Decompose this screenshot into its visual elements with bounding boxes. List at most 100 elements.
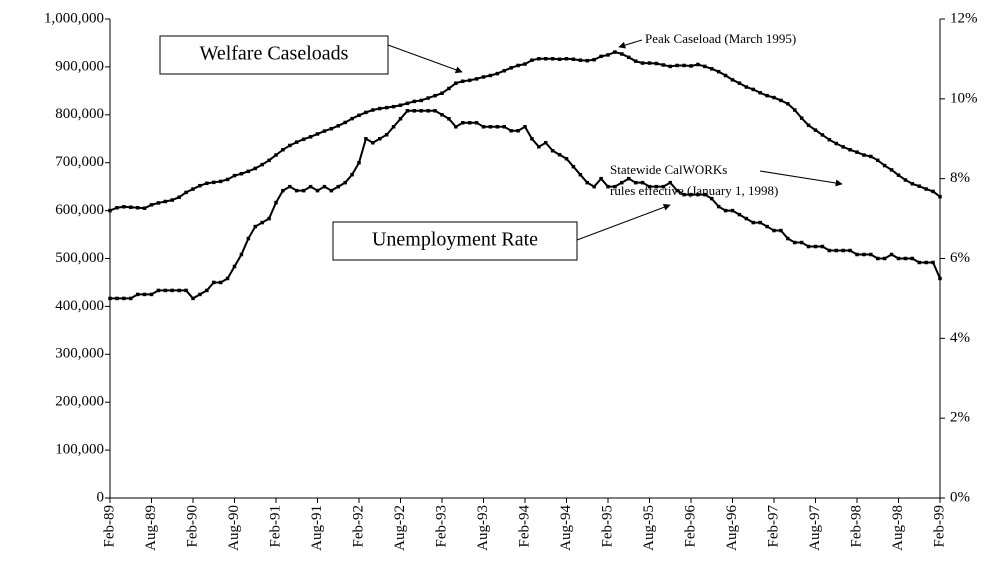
x-tick-label: Feb-90 [184,505,200,548]
point [654,61,659,66]
point [571,164,576,169]
point [779,98,783,103]
point [855,252,859,257]
y-tick-label: 12% [950,10,978,26]
point [509,129,513,133]
point [371,140,375,145]
point [931,260,935,265]
point [910,256,915,261]
point [793,108,797,112]
point [682,192,686,197]
point [419,109,423,113]
point [793,240,797,245]
point [689,64,693,68]
point [813,244,818,249]
point [433,109,437,113]
annotation: Peak Caseload (March 1995) [645,31,796,46]
x-tick-label: Aug-95 [641,505,657,551]
point [841,248,845,253]
point [682,63,686,68]
point [467,78,472,83]
point [163,199,168,204]
point [675,63,679,68]
point [129,296,133,301]
point [668,64,672,69]
x-tick-label: Aug-94 [558,505,574,551]
point [716,69,721,74]
point [357,113,361,118]
point [882,163,887,168]
point [557,57,562,61]
point [364,137,368,141]
point [384,133,389,137]
point [758,91,762,95]
point [613,50,617,54]
point [329,126,334,131]
point [156,288,161,293]
point [426,109,430,113]
point [640,180,645,185]
point [703,192,707,197]
y-tick-label: 8% [950,170,970,186]
point [225,177,230,182]
point [675,188,679,193]
point [730,78,735,82]
point [765,224,769,229]
annotation: Statewide CalWORKs [610,162,727,177]
point [239,252,244,257]
unemployment-label: Unemployment Rate [372,229,538,251]
x-tick-label: Aug-98 [890,505,906,551]
point [910,182,915,186]
point [550,57,555,61]
point [689,192,693,197]
point [557,152,562,157]
point [184,288,188,293]
y-tick-label: 500,000 [55,250,104,266]
point [384,105,389,110]
point [149,292,154,297]
point [301,188,306,193]
point [869,252,873,257]
x-tick-label: Feb-91 [267,505,283,548]
x-tick-label: Feb-94 [516,505,532,548]
point [585,180,589,185]
point [495,125,500,129]
point [336,124,340,128]
point [585,58,589,63]
point [288,184,292,189]
point [281,188,285,193]
point [322,184,327,189]
point [620,180,624,185]
point [606,53,610,57]
point [191,296,195,301]
point [447,86,451,91]
point [412,99,417,104]
x-tick-label: Feb-96 [682,505,698,548]
point [364,110,368,115]
point [225,276,230,281]
point [433,93,437,98]
point [606,184,610,189]
point [834,248,838,253]
y-tick-label: 0 [97,489,105,505]
point [509,66,513,70]
point [613,184,617,189]
point [474,77,479,81]
point [301,137,306,141]
point [142,206,147,210]
point [322,129,327,133]
point [889,168,894,172]
point [149,203,154,207]
point [454,125,458,129]
y-tick-label: 6% [950,250,970,266]
point [710,67,714,71]
point [454,81,458,85]
arrow [576,203,671,241]
point [841,145,845,149]
point [315,188,320,193]
y-tick-label: 1,000,000 [44,10,104,26]
y-tick-label: 100,000 [55,442,104,458]
point [108,296,112,301]
point [357,160,361,165]
